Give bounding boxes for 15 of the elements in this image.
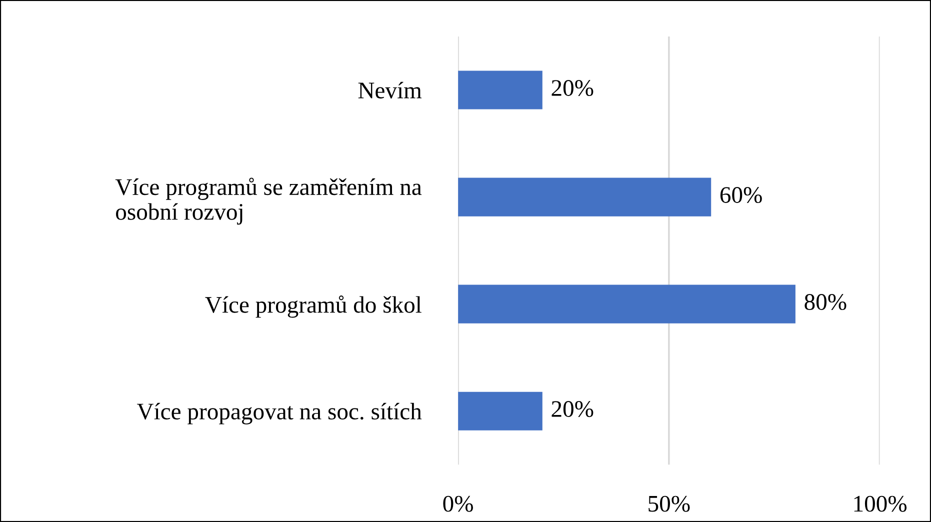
bar [458,70,542,110]
data-label: 20% [552,401,594,418]
x-tick-label: 100% [854,496,907,512]
y-tick-label: Více programů do škol [205,296,422,318]
y-tick-label: Více propagovat na soc. sítích [136,402,422,424]
data-label: 20% [552,80,594,96]
y-tick-label: Více programů se zaměřením na osobní rozvoj [115,178,422,225]
data-label: 80% [804,294,846,310]
bar [458,178,712,216]
y-tick-label: Nevím [358,82,422,98]
data-label: 60% [720,187,762,204]
bar [458,392,542,430]
x-tick-label: 0% [443,496,473,512]
bar [458,284,796,324]
x-tick-label: 50% [648,496,690,512]
